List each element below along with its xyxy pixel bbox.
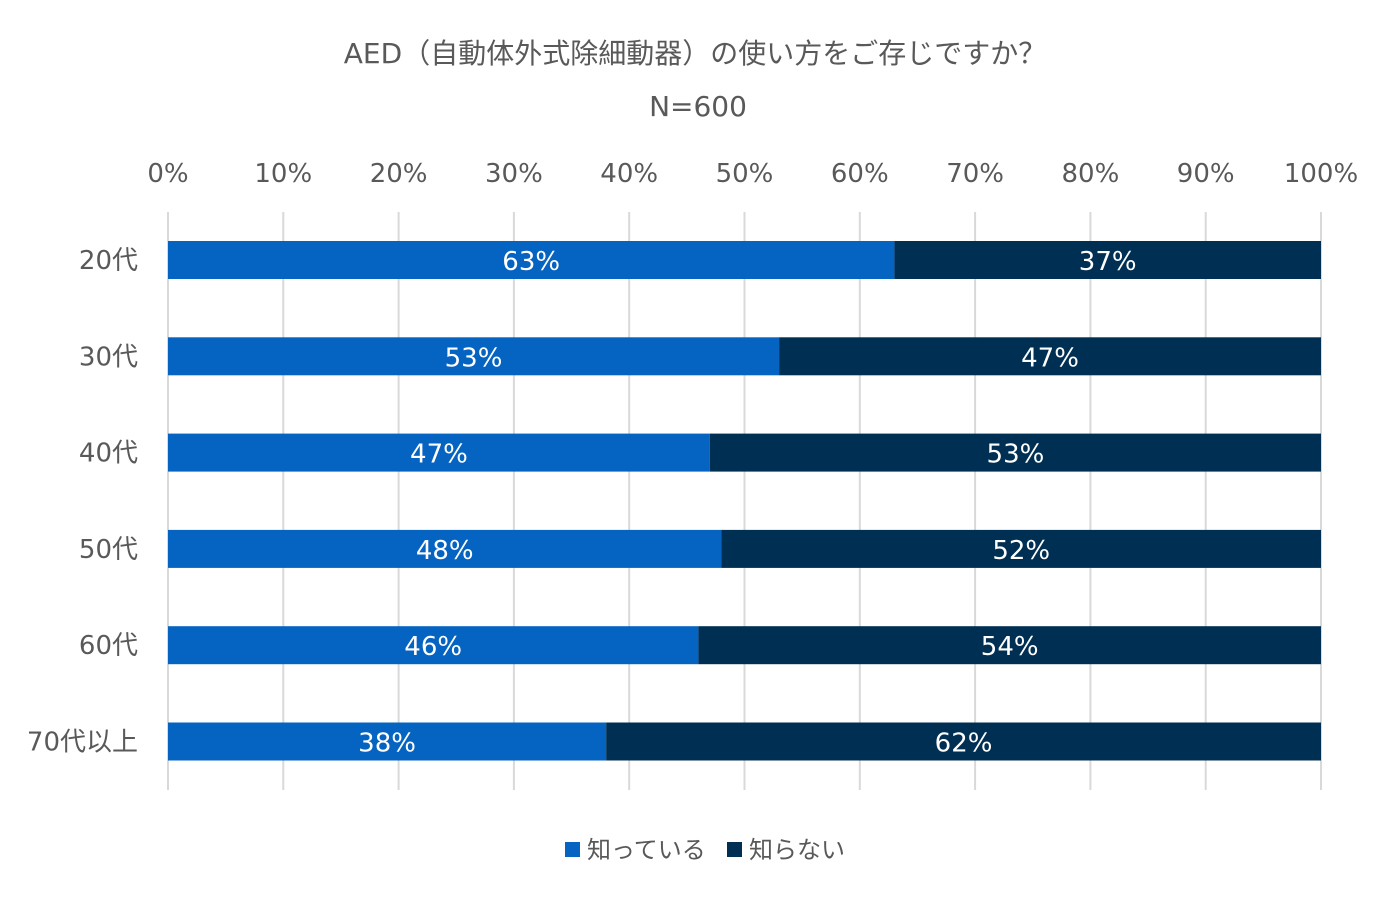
x-tick-label: 60% — [831, 159, 889, 189]
bar-segment — [721, 529, 1321, 568]
chart-subtitle: N=600 — [649, 90, 747, 123]
data-label: 54% — [981, 632, 1039, 662]
category-label: 50代 — [79, 535, 138, 565]
data-label: 46% — [404, 632, 462, 662]
bar-segment — [894, 241, 1321, 279]
x-tick-label: 10% — [254, 159, 312, 189]
bar-segment — [168, 433, 710, 472]
bar-segment — [709, 433, 1321, 472]
x-tick-label: 90% — [1177, 159, 1235, 189]
category-label: 70代以上 — [27, 728, 138, 758]
x-tick-label: 100% — [1284, 159, 1358, 189]
x-tick-label: 0% — [147, 159, 188, 189]
category-label: 60代 — [79, 631, 138, 661]
legend-swatch — [727, 842, 742, 857]
data-label: 63% — [502, 247, 560, 277]
legend: 知っている 知らない — [565, 836, 845, 864]
bar-segment — [168, 722, 607, 761]
y-axis-categories: 20代 30代 40代 50代 60代 70代以上 — [27, 246, 138, 758]
data-label: 53% — [987, 440, 1045, 470]
bar-segment — [168, 337, 780, 376]
bar-segment — [606, 722, 1321, 761]
x-tick-label: 50% — [716, 159, 774, 189]
data-label: 38% — [358, 729, 416, 759]
gridlines — [167, 212, 1322, 790]
legend-swatch — [565, 842, 580, 857]
legend-label: 知らない — [749, 836, 845, 864]
data-label: 53% — [445, 343, 503, 373]
bar-segment — [168, 241, 895, 279]
bar-segment — [698, 626, 1321, 665]
bar-segment — [168, 626, 699, 665]
bar-segment — [168, 529, 722, 568]
category-label: 40代 — [79, 439, 138, 469]
x-tick-label: 20% — [370, 159, 428, 189]
x-tick-label: 70% — [946, 159, 1004, 189]
data-label: 62% — [935, 729, 993, 759]
data-label: 52% — [992, 536, 1050, 566]
legend-label: 知っている — [587, 836, 706, 864]
x-axis-ticks: 0% 10% 20% 30% 40% 50% 60% 70% 80% 90% 100% — [147, 159, 1358, 189]
x-tick-label: 30% — [485, 159, 543, 189]
data-label: 48% — [416, 536, 474, 566]
x-tick-label: 80% — [1062, 159, 1120, 189]
chart-title: AED（自動体外式除細動器）の使い方をご存じですか？ — [344, 37, 1046, 70]
data-label: 47% — [410, 440, 468, 470]
bar-segment — [779, 337, 1321, 376]
x-tick-label: 40% — [600, 159, 658, 189]
bar-series: 63% 37% 53% 47% 47% 53% 48% 52% 46% 54% 38% 62% — [168, 241, 1321, 761]
data-label: 47% — [1021, 343, 1079, 373]
category-label: 20代 — [79, 246, 138, 276]
category-label: 30代 — [79, 342, 138, 372]
data-label: 37% — [1079, 247, 1137, 277]
